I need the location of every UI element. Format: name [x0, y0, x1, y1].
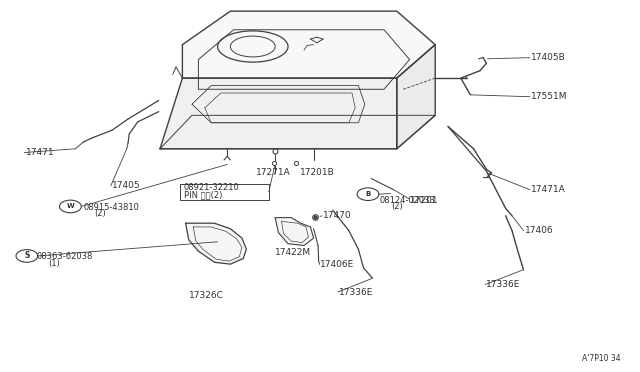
Text: W: W [67, 203, 74, 209]
Text: S: S [24, 251, 29, 260]
Text: 17551M: 17551M [531, 92, 568, 101]
Circle shape [357, 188, 379, 201]
Text: (2): (2) [391, 202, 403, 211]
Text: (2): (2) [95, 209, 106, 218]
Text: 17470: 17470 [323, 211, 352, 220]
Text: 17271A: 17271A [256, 169, 291, 177]
Text: 17405: 17405 [112, 182, 141, 190]
Text: 17406: 17406 [525, 226, 554, 235]
Text: (1): (1) [48, 259, 60, 267]
Circle shape [60, 200, 81, 213]
Polygon shape [397, 45, 435, 149]
Circle shape [16, 250, 38, 262]
Text: 08363-62038: 08363-62038 [36, 252, 93, 261]
Text: 17201B: 17201B [300, 169, 334, 177]
Text: B: B [365, 191, 371, 197]
Text: PIN ピン(2): PIN ピン(2) [184, 190, 222, 199]
Text: 17201: 17201 [410, 196, 438, 205]
Text: 17326C: 17326C [189, 291, 223, 300]
Text: 17471A: 17471A [531, 185, 566, 194]
Polygon shape [275, 218, 314, 246]
Text: 17336E: 17336E [339, 288, 374, 296]
Polygon shape [160, 78, 397, 149]
Text: 08124-02033: 08124-02033 [380, 196, 435, 205]
Polygon shape [186, 223, 246, 264]
Text: 17422M: 17422M [275, 248, 311, 257]
Text: 17405B: 17405B [531, 53, 566, 62]
Text: 17406E: 17406E [320, 260, 355, 269]
Polygon shape [182, 11, 435, 78]
Text: 08921-32210: 08921-32210 [184, 183, 239, 192]
Text: 17471: 17471 [26, 148, 54, 157]
Text: A'7P10 34: A'7P10 34 [582, 354, 621, 363]
Text: 17336E: 17336E [486, 280, 521, 289]
Text: 08915-43810: 08915-43810 [83, 203, 139, 212]
